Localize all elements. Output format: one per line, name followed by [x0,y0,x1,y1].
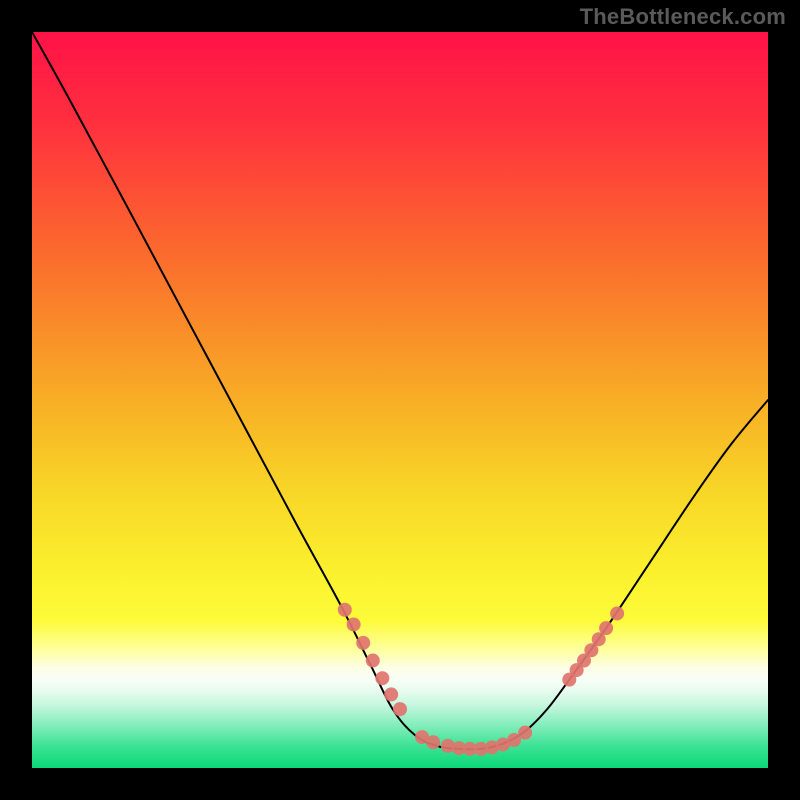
highlight-dot [338,603,352,617]
highlight-dot [393,702,407,716]
gradient-background [32,32,768,768]
highlight-dot [426,735,440,749]
highlight-dot [518,726,532,740]
highlight-dot [375,671,389,685]
highlight-dot [610,606,624,620]
highlight-dot [366,654,380,668]
chart-frame: TheBottleneck.com [0,0,800,800]
watermark-text: TheBottleneck.com [580,4,786,30]
highlight-dot [347,617,361,631]
highlight-dot [599,621,613,635]
plot-area [32,32,768,768]
highlight-dot [384,687,398,701]
bottleneck-chart-svg [32,32,768,768]
highlight-dot [356,636,370,650]
